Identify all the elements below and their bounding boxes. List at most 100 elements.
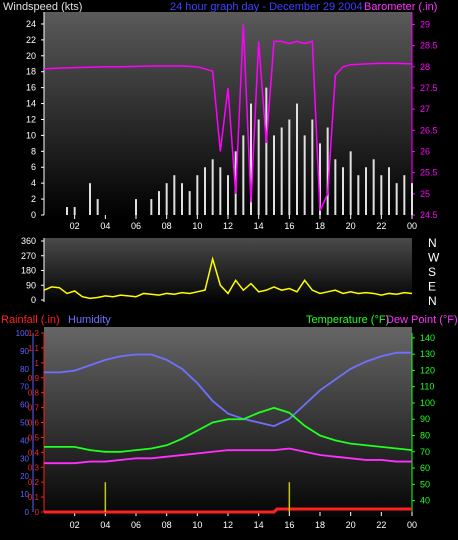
wind-left-tick-label: 2	[31, 194, 36, 204]
humidity-tick-label: 20	[20, 472, 29, 481]
wind-x-tick-label: 22	[376, 221, 386, 231]
wind-left-tick-label: 24	[26, 19, 36, 29]
barometer-axis-title: Barometer (.in)	[364, 1, 437, 13]
rain-tick-label: 0.4	[28, 448, 40, 457]
direction-left-tick-label: 270	[21, 251, 36, 261]
wind-x-tick-label: 16	[284, 221, 294, 231]
rain-tick-label: 0.6	[28, 419, 40, 428]
temp-tick-label: 50	[420, 479, 430, 489]
direction-left-tick-label: 90	[26, 280, 36, 290]
direction-left-tick-label: 360	[21, 236, 36, 246]
rainfall-line	[44, 507, 412, 514]
wind-left-tick-label: 0	[31, 210, 36, 220]
wind-left-tick-label: 22	[26, 35, 36, 45]
weather-x-tick-label: 20	[346, 520, 356, 530]
wind-left-tick-label: 8	[31, 146, 36, 156]
graph-title: 24 hour graph day - December 29 2004	[170, 1, 363, 13]
wind-left-tick-label: 18	[26, 67, 36, 77]
weather-x-tick-label: 18	[315, 520, 325, 530]
wind-x-tick-label: 00	[407, 221, 417, 231]
humidity-tick-label: 10	[20, 490, 29, 499]
barometer-right-tick-label: 27.5	[420, 83, 438, 93]
temp-tick-label: 140	[420, 333, 435, 343]
dewpoint-line	[44, 447, 412, 465]
wind-x-tick-label: 04	[100, 221, 110, 231]
rain-tick-label: 0.2	[28, 478, 40, 487]
humidity-tick-label: 50	[20, 419, 29, 428]
rain-tick-label: 0	[35, 508, 40, 517]
rain-tick-label: 0.5	[28, 433, 40, 442]
weather-x-tick-label: 04	[100, 520, 110, 530]
wind-x-tick-label: 02	[70, 221, 80, 231]
wind-x-tick-label: 10	[192, 221, 202, 231]
humidity-tick-label: 30	[20, 454, 29, 463]
direction-left-tick-label: 0	[31, 295, 36, 305]
compass-label: S	[428, 265, 436, 279]
barometer-right-tick-label: 26.5	[420, 125, 438, 135]
wind-x-tick-label: 14	[254, 221, 264, 231]
barometer-right-tick-label: 25.5	[420, 168, 438, 178]
rain-tick-label: 0.3	[28, 463, 40, 472]
wind-left-tick-label: 6	[31, 162, 36, 172]
temperature-axis-title: Temperature (°F)	[306, 314, 389, 326]
barometer-right-tick-label: 28.5	[420, 41, 438, 51]
rain-tick-label: 1	[35, 359, 40, 368]
humidity-axis-title: Humidity	[68, 314, 111, 326]
humidity-tick-label: 100	[16, 329, 30, 338]
weather-x-tick-label: 02	[70, 520, 80, 530]
temperature-line	[44, 406, 413, 453]
weather-x-tick-label: 10	[192, 520, 202, 530]
barometer-right-tick-label: 24.5	[420, 210, 438, 220]
wind-x-tick-label: 20	[346, 221, 356, 231]
humidity-line	[44, 351, 412, 428]
humidity-tick-label: 80	[20, 365, 29, 374]
direction-left-tick-label: 180	[21, 266, 36, 276]
humidity-tick-label: 90	[20, 347, 29, 356]
humidity-tick-label: 70	[20, 383, 29, 392]
compass-label: E	[428, 280, 436, 294]
rainfall-axis-title: Rainfall (.in)	[1, 314, 60, 326]
rain-tick-label: 0.7	[28, 404, 40, 413]
rain-tick-label: 0.1	[28, 493, 40, 502]
humidity-tick-label: 40	[20, 436, 29, 445]
temp-tick-label: 60	[420, 463, 430, 473]
barometer-right-tick-label: 28	[420, 62, 430, 72]
humidity-tick-label: 0	[25, 508, 30, 517]
weather-panel	[44, 327, 412, 517]
barometer-line	[43, 24, 413, 212]
rain-tick-label: 0.8	[28, 389, 40, 398]
weather-x-tick-label: 08	[162, 520, 172, 530]
temp-tick-label: 120	[420, 365, 435, 375]
weather-x-tick-label: 00	[407, 520, 417, 530]
weather-x-tick-label: 06	[131, 520, 141, 530]
wind-x-tick-label: 18	[315, 221, 325, 231]
temp-tick-label: 40	[420, 496, 430, 506]
temp-tick-label: 100	[420, 398, 435, 408]
rain-tick-label: 0.9	[28, 374, 40, 383]
temp-tick-label: 110	[420, 382, 434, 392]
direction-line	[43, 256, 413, 300]
temp-tick-label: 70	[420, 447, 430, 457]
wind-x-tick-label: 12	[223, 221, 233, 231]
weather-x-tick-label: 12	[223, 520, 233, 530]
wind-left-tick-label: 4	[31, 178, 36, 188]
wind-left-tick-label: 14	[26, 99, 36, 109]
windspeed-axis-title: Windspeed (kts)	[3, 1, 82, 13]
barometer-right-tick-label: 27	[420, 104, 430, 114]
wind-left-tick-label: 10	[26, 130, 36, 140]
rain-tick-label: 1.2	[28, 329, 40, 338]
wind-left-tick-label: 12	[26, 114, 36, 124]
weather-x-tick-label: 14	[254, 520, 264, 530]
wind-left-tick-label: 16	[26, 83, 36, 93]
weather-x-tick-label: 22	[376, 520, 386, 530]
wind-left-tick-label: 20	[26, 51, 36, 61]
rain-tick-label: 1.1	[28, 344, 40, 353]
wind-x-tick-label: 08	[162, 221, 172, 231]
temp-tick-label: 80	[420, 431, 430, 441]
temp-tick-label: 130	[420, 349, 435, 359]
compass-label: N	[428, 294, 437, 308]
wind-x-tick-label: 06	[131, 221, 141, 231]
temp-tick-label: 90	[420, 414, 430, 424]
barometer-right-tick-label: 25	[420, 189, 430, 199]
